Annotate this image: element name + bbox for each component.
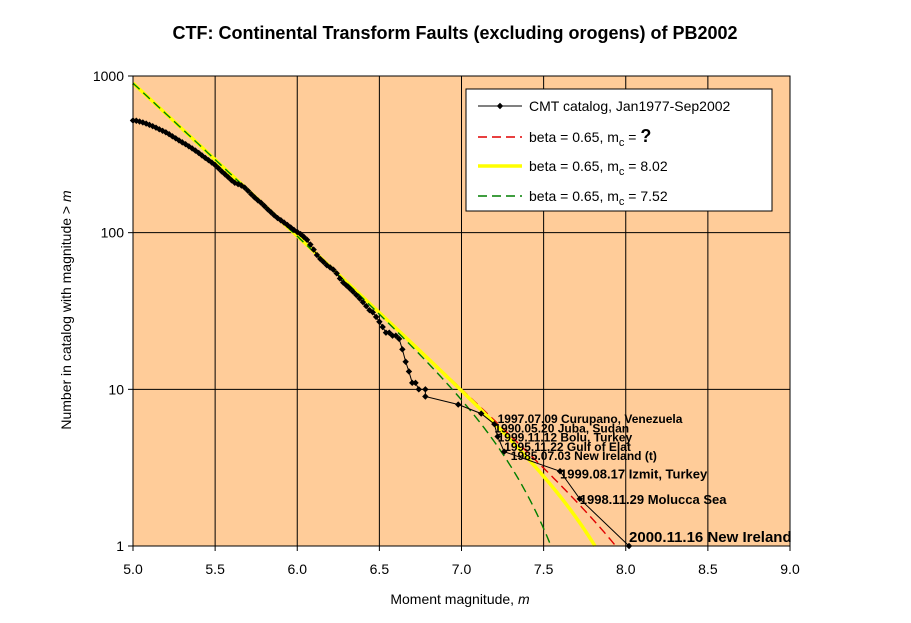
- legend-yellow-label: beta = 0.65, mc = 8.02: [529, 158, 668, 178]
- cmt-data-point: [244, 187, 252, 195]
- plot-border: [132, 75, 791, 547]
- event-label: 1999.08.17 Izmit, Turkey: [560, 466, 708, 481]
- legend-red-label: beta = 0.65, mc = ?: [529, 126, 651, 149]
- cmt-data-point: [494, 433, 501, 440]
- cmt-data-point: [376, 318, 383, 325]
- event-label: 1999.11.12 Bolu, Turkey: [498, 430, 633, 444]
- x-tick-label: 5.0: [123, 561, 143, 577]
- cmt-data-point: [290, 226, 298, 234]
- cmt-data-point: [320, 258, 327, 266]
- cmt-data-point: [379, 323, 386, 331]
- legend-box: [465, 88, 773, 212]
- y-tick-label: 10: [108, 381, 124, 397]
- cmt-data-point: [478, 410, 485, 417]
- cmt-data-point: [455, 401, 462, 408]
- x-tick-label: 9.0: [780, 561, 800, 577]
- y-tick-labels: 1 10 100 1000: [93, 68, 124, 554]
- x-tick-label: 6.5: [370, 561, 390, 577]
- y-tick-label: 1: [116, 538, 124, 554]
- cmt-data-point: [405, 368, 413, 375]
- cmt-data-point: [576, 495, 583, 503]
- cmt-data-point: [254, 197, 262, 204]
- cmt-data-point: [264, 206, 271, 213]
- cmt-data-point: [422, 386, 429, 393]
- cmt-data-point: [491, 420, 498, 428]
- event-label: 1995.11.22 Gulf of Elat: [504, 440, 631, 454]
- legend-green-label: beta = 0.65, mc = 7.52: [529, 188, 668, 208]
- x-tick-labels: 5.0 5.5 6.0 6.5 7.0 7.5 8.0 8.5 9.0: [123, 561, 800, 577]
- cmt-data-point: [248, 191, 255, 198]
- cmt-data-point: [369, 309, 377, 316]
- event-label: 1998.11.29 Molucca Sea: [580, 492, 727, 507]
- x-tick-label: 7.0: [452, 561, 472, 577]
- y-tick-label: 1000: [93, 68, 124, 84]
- cmt-data-point: [330, 266, 337, 273]
- cmt-data-point: [399, 346, 406, 353]
- cmt-data-point: [215, 164, 222, 172]
- cmt-data-point: [333, 270, 340, 277]
- cmt-data-point: [382, 329, 390, 336]
- legend: CMT catalog, Jan1977-Sep2002 beta = 0.65,…: [465, 88, 773, 212]
- event-annotations: 1997.07.09 Curupano, Venezuela1990.05.20…: [494, 412, 791, 546]
- y-tick-label: 100: [101, 225, 125, 241]
- cmt-data-point: [501, 448, 508, 455]
- cmt-data-point: [409, 379, 416, 387]
- x-tick-label: 7.5: [534, 561, 554, 577]
- cmt-data-point: [353, 291, 360, 299]
- event-label: 2000.11.16 New Ireland: [629, 529, 792, 546]
- cmt-data-point: [261, 202, 268, 210]
- cmt-data-point: [349, 288, 357, 295]
- cmt-data-point: [267, 209, 275, 216]
- legend-cmt-marker: [496, 102, 504, 110]
- x-tick-label: 8.5: [698, 561, 718, 577]
- x-tick-label: 6.0: [288, 561, 308, 577]
- cmt-data-point: [363, 302, 370, 310]
- cmt-data-point: [307, 241, 314, 248]
- cmt-data-point: [395, 335, 403, 343]
- cmt-data-point: [415, 386, 422, 393]
- y-axis-label: Number in catalog with magnitude > m: [58, 190, 74, 430]
- x-tick-label: 5.5: [205, 561, 225, 577]
- x-axis-label: Moment magnitude, m: [390, 591, 530, 607]
- chart-title: CTF: Continental Transform Faults (exclu…: [172, 23, 737, 43]
- cmt-data-point: [402, 358, 409, 365]
- cmt-data-point: [356, 295, 363, 302]
- cmt-data-point: [346, 285, 354, 292]
- cmt-data-point: [294, 228, 301, 236]
- cmt-data-point: [185, 143, 193, 150]
- cmt-data-point: [336, 275, 344, 282]
- cmt-data-point: [389, 332, 396, 339]
- cmt-data-point: [392, 332, 399, 339]
- cmt-data-point: [284, 221, 291, 229]
- cmt-data-point: [372, 313, 380, 321]
- legend-cmt-label: CMT catalog, Jan1977-Sep2002: [529, 98, 731, 114]
- cmt-data-point: [556, 468, 564, 475]
- cmt-data-point: [412, 379, 419, 387]
- observed-series: [129, 117, 633, 550]
- event-label: 1985.07.03 New Ireland (t): [511, 449, 657, 463]
- cmt-data-point: [313, 251, 321, 259]
- cmt-data-point: [310, 246, 317, 253]
- event-label: 1997.07.09 Curupano, Venezuela: [498, 412, 683, 426]
- x-tick-label: 8.0: [616, 561, 636, 577]
- cmt-data-point: [257, 199, 265, 207]
- cmt-data-point: [133, 117, 140, 124]
- cmt-data-point: [208, 159, 216, 166]
- cmt-data-point: [238, 182, 245, 189]
- cmt-data-point: [422, 393, 429, 400]
- cmt-data-point: [241, 184, 248, 191]
- cmt-data-point: [359, 298, 367, 306]
- event-label: 1990.05.20 Juba, Sudan: [494, 422, 629, 436]
- cmt-data-point: [303, 236, 311, 244]
